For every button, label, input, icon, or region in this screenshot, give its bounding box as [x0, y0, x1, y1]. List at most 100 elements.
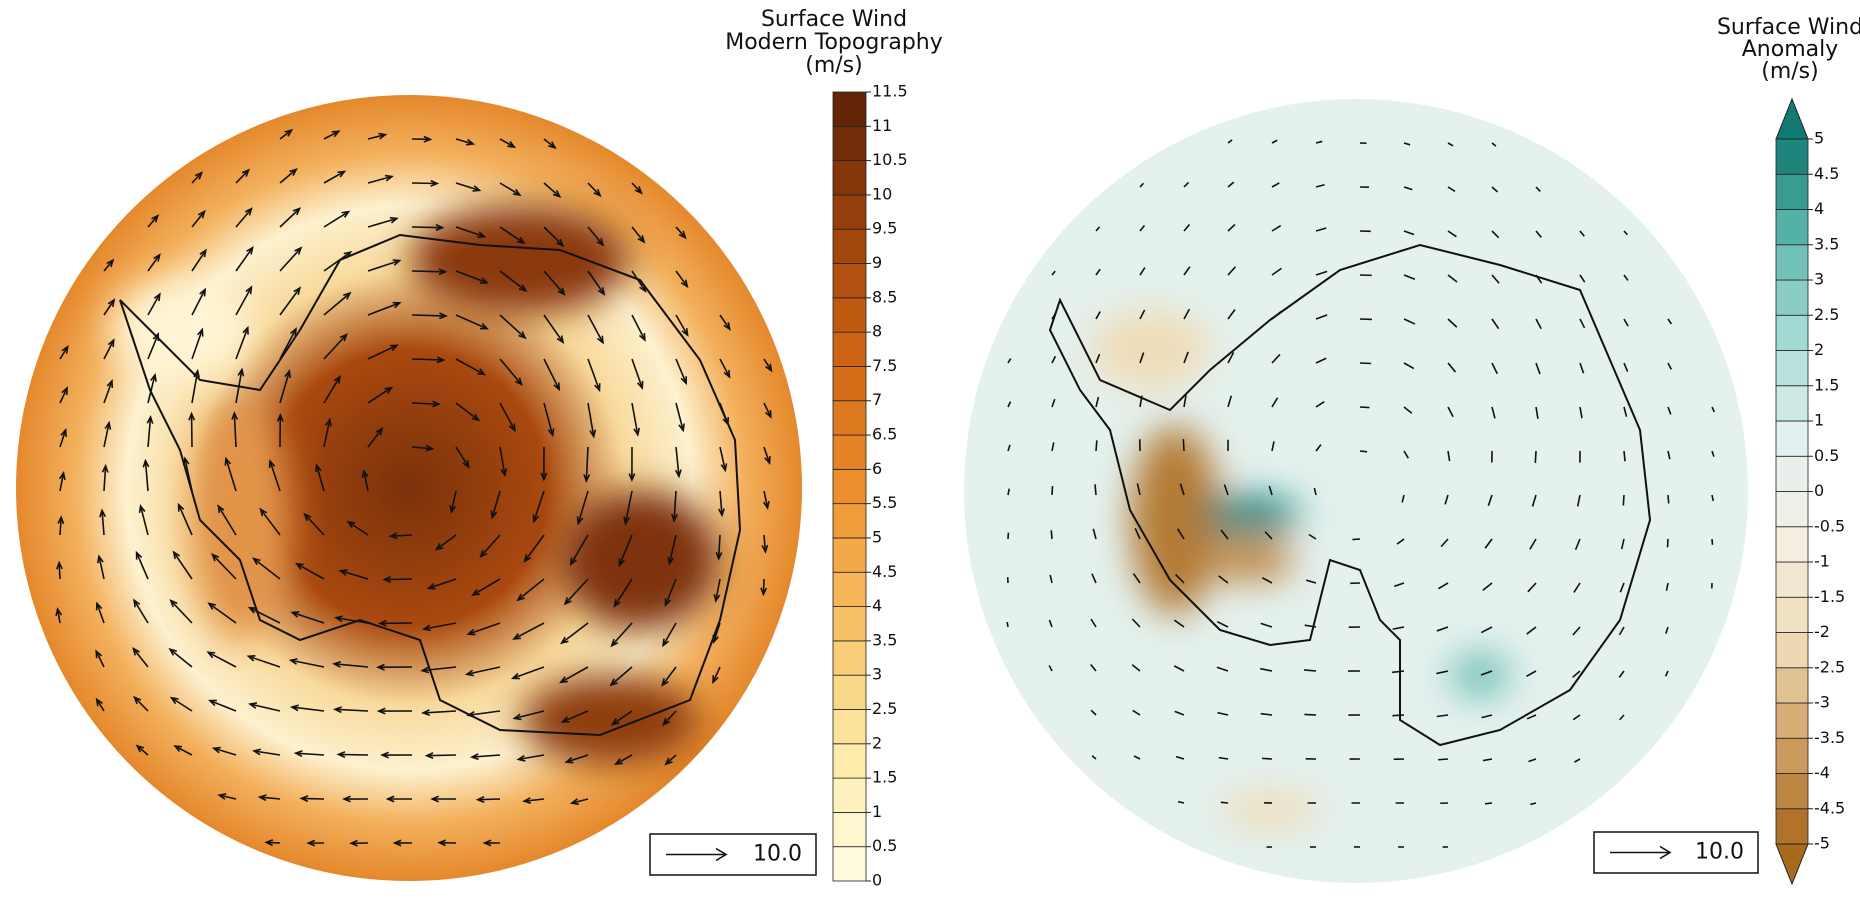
- tick-label: -5: [1814, 834, 1830, 853]
- vector: [1052, 486, 1053, 495]
- colorbar-extend: [1776, 844, 1808, 884]
- tick-label: 10.5: [872, 150, 908, 169]
- tick-label: 2: [1814, 340, 1824, 359]
- tick-label: -2: [1814, 622, 1830, 641]
- tick-label: 11: [872, 116, 892, 135]
- colorbar-cell: [833, 401, 866, 435]
- tick-label: 0: [872, 871, 882, 890]
- colorbar-cell: [833, 675, 866, 709]
- vector: [1095, 484, 1096, 495]
- tick-label: 2.5: [872, 699, 897, 718]
- colorbar-cell: [833, 709, 866, 743]
- vector: [1438, 759, 1448, 760]
- tick-label: 5: [872, 527, 882, 546]
- tick-label: 8.5: [872, 287, 897, 306]
- colorbar-cell: [833, 847, 866, 881]
- vector: [1304, 714, 1316, 715]
- vector: [1304, 670, 1316, 671]
- colorbar-cell: [1776, 386, 1808, 421]
- colorbar-title: Modern Topography: [725, 30, 943, 55]
- vector: [301, 798, 324, 799]
- colorbar-cell: [833, 126, 866, 160]
- tick-label: 1: [1814, 411, 1824, 430]
- tick-label: -1: [1814, 552, 1830, 571]
- tick-label: 9: [872, 253, 882, 272]
- vector: [1360, 407, 1369, 408]
- tick-label: 3: [872, 665, 882, 684]
- colorbar-cell: [833, 607, 866, 641]
- tick-label: 3.5: [872, 630, 897, 649]
- left-map: [16, 95, 802, 881]
- tick-label: 6.5: [872, 425, 897, 444]
- colorbar-cell: [833, 469, 866, 503]
- tick-label: 3: [1814, 270, 1824, 289]
- colorbar-cell: [833, 435, 866, 469]
- tick-label: 4: [872, 596, 882, 615]
- colorbar-cell: [1776, 421, 1808, 456]
- right-map: [964, 99, 1748, 883]
- vector: [1352, 539, 1360, 540]
- tick-label: 5.5: [872, 493, 897, 512]
- colorbar-cell: [1776, 139, 1808, 174]
- tick-label: 6: [872, 459, 882, 478]
- colorbar-cell: [833, 229, 866, 263]
- colorbar-cell: [1776, 351, 1808, 386]
- tick-label: -2.5: [1814, 657, 1845, 676]
- vector: [478, 799, 500, 800]
- colorbar-cell: [1776, 492, 1808, 527]
- colorbar-cell: [1776, 456, 1808, 491]
- colorbar-cell: [1776, 245, 1808, 280]
- tick-label: 7.5: [872, 356, 897, 375]
- colorbar-title: Surface Wind: [761, 7, 907, 32]
- reference-label: 10.0: [753, 842, 802, 867]
- vector: [412, 227, 442, 228]
- colorbar-cell: [1776, 597, 1808, 632]
- colorbar-cell: [1776, 315, 1808, 350]
- colorbar-cell: [833, 366, 866, 400]
- colorbar-cell: [833, 264, 866, 298]
- colorbar-cell: [833, 778, 866, 812]
- reference-label: 10.0: [1695, 840, 1744, 865]
- vector: [1262, 758, 1272, 759]
- colorbar-cell: [1776, 280, 1808, 315]
- colorbar-cell: [833, 641, 866, 675]
- colorbar-cell: [1776, 633, 1808, 668]
- tick-label: -1.5: [1814, 587, 1845, 606]
- colorbar-cell: [1776, 174, 1808, 209]
- vector: [1221, 802, 1228, 803]
- colorbar-title: (m/s): [1761, 59, 1818, 84]
- vector: [1007, 622, 1008, 627]
- tick-label: 8: [872, 322, 882, 341]
- colorbar-title: (m/s): [805, 53, 862, 78]
- colorbar-cell: [1776, 703, 1808, 738]
- tick-label: -3: [1814, 693, 1830, 712]
- tick-label: 4.5: [872, 562, 897, 581]
- colorbar-cell: [1776, 809, 1808, 844]
- vector: [412, 359, 444, 360]
- vector: [1392, 715, 1404, 716]
- colorbar-cell: [833, 572, 866, 606]
- colorbar-cell: [1776, 210, 1808, 245]
- tick-label: -3.5: [1814, 728, 1845, 747]
- tick-label: 2: [872, 733, 882, 752]
- tick-label: 10: [872, 184, 892, 203]
- colorbar-cell: [833, 812, 866, 846]
- vector: [1668, 495, 1669, 503]
- vector: [1360, 451, 1367, 452]
- tick-label: -4.5: [1814, 798, 1845, 817]
- colorbar-extend: [1776, 99, 1808, 139]
- vector: [1623, 495, 1624, 505]
- figure: Surface WindModern Topography(m/s)00.511…: [0, 0, 1860, 899]
- vector: [412, 315, 446, 316]
- colorbar-cell: [833, 504, 866, 538]
- map-disk: [16, 95, 802, 881]
- colorbar-cell: [833, 92, 866, 126]
- vector: [339, 754, 368, 755]
- colorbar-cell: [833, 195, 866, 229]
- colorbar-cell: [833, 298, 866, 332]
- colorbar-cell: [833, 744, 866, 778]
- colorbar-cell: [833, 161, 866, 195]
- vector: [427, 755, 456, 756]
- tick-label: 7: [872, 390, 882, 409]
- vector: [1051, 530, 1052, 539]
